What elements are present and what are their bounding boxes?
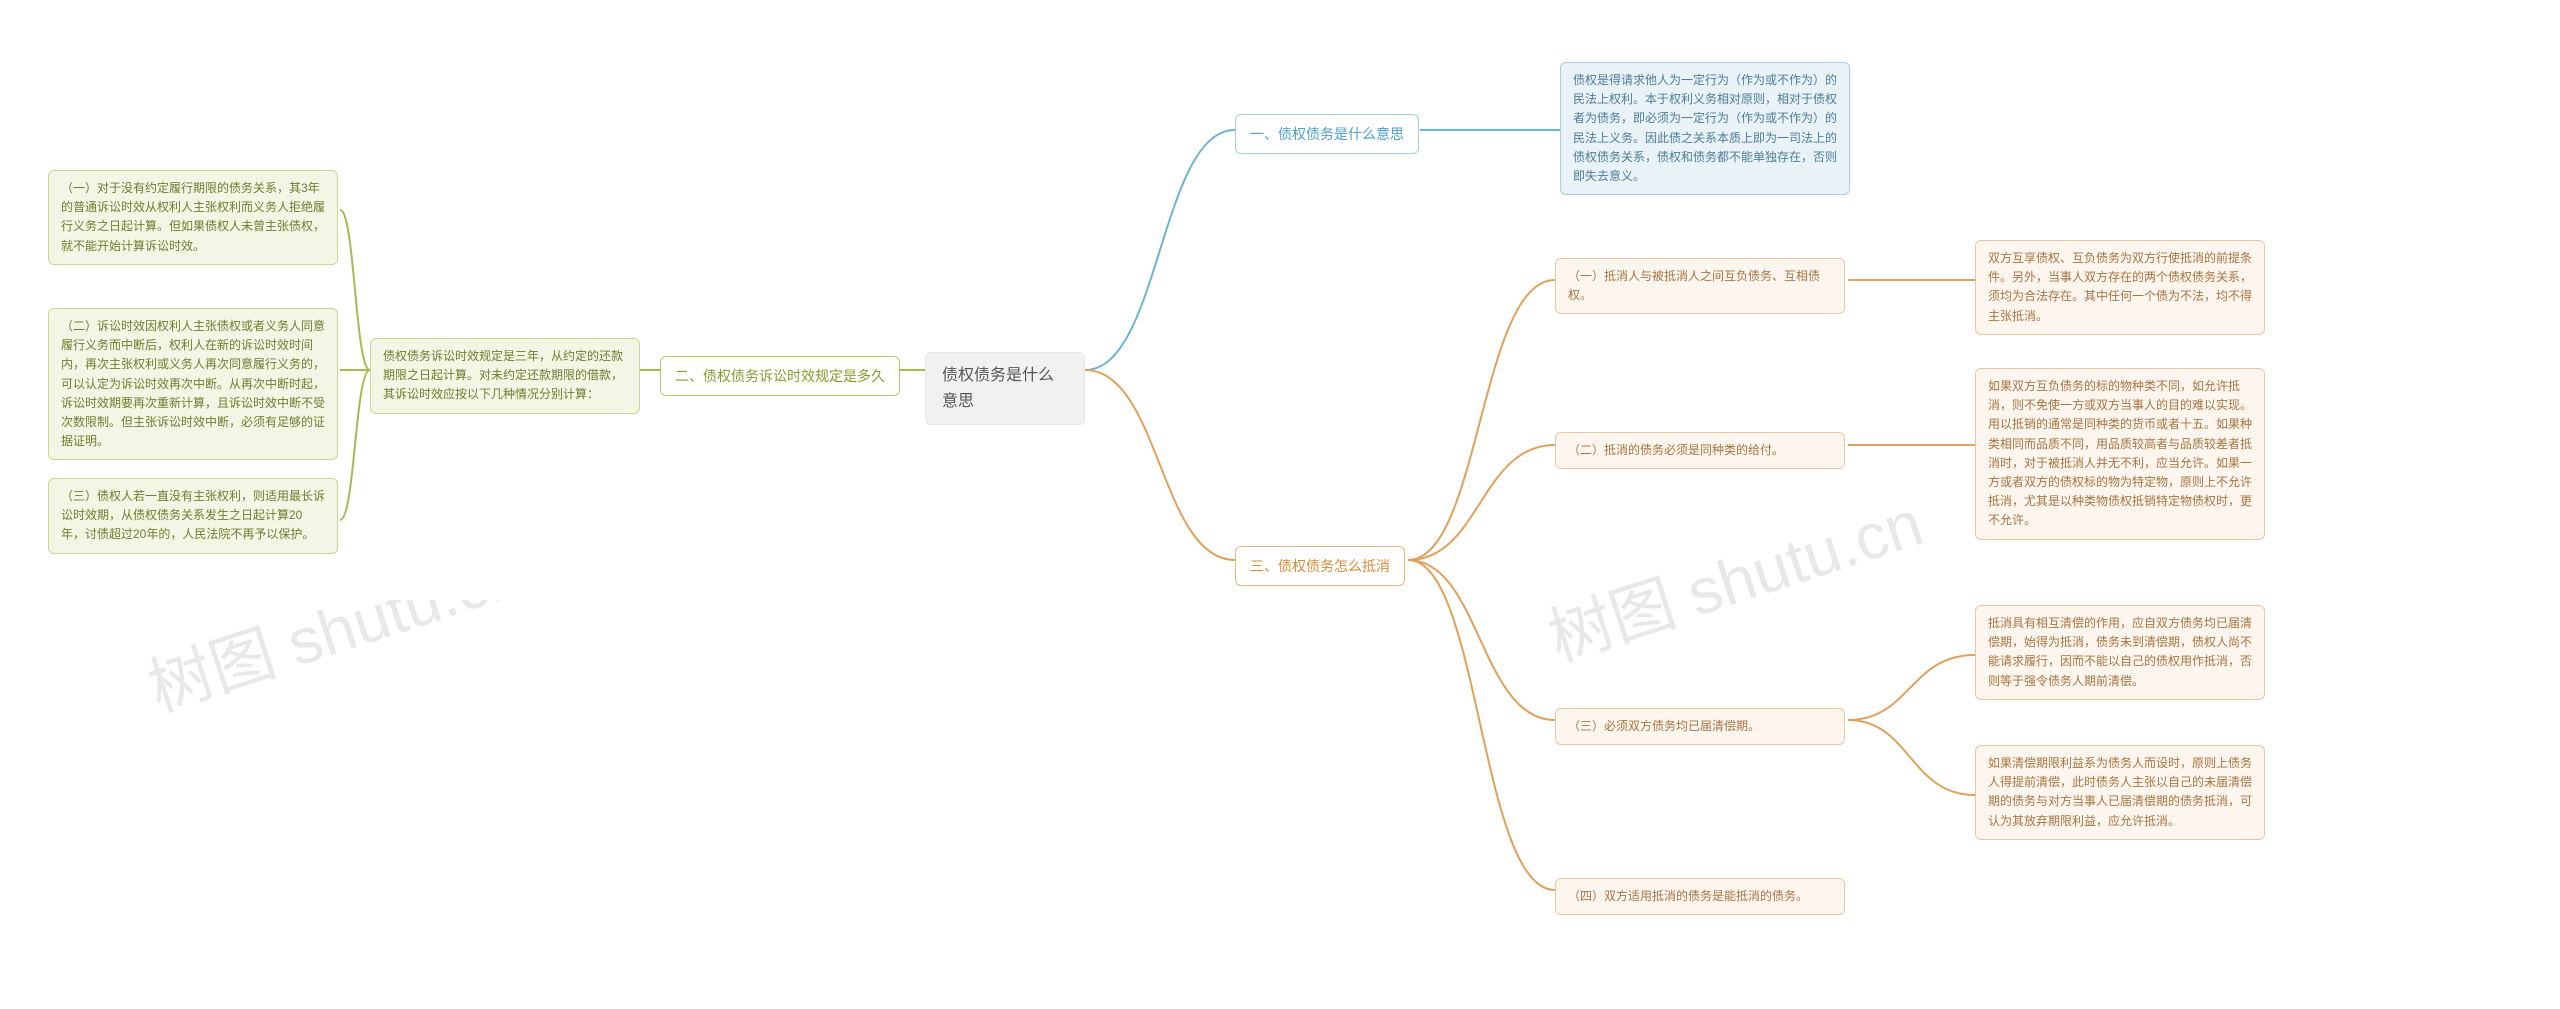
branch-3-leaf-3-2: 如果清偿期限利益系为债务人而设时，原则上债务人得提前清偿，此时债务人主张以自己的… <box>1975 745 2265 840</box>
branch-3-mid-2: （二）抵消的债务必须是同种类的给付。 <box>1555 432 1845 469</box>
branch-2: 二、债权债务诉讼时效规定是多久 <box>660 356 900 396</box>
branch-1-leaf: 债权是得请求他人为一定行为（作为或不作为）的民法上权利。本于权利义务相对原则，相… <box>1560 62 1850 195</box>
branch-2-leaf-1: （一）对于没有约定履行期限的债务关系，其3年的普通诉讼时效从权利人主张权利而义务… <box>48 170 338 265</box>
branch-3-leaf-3-1: 抵消具有相互清偿的作用，应自双方债务均已届清偿期，始得为抵消，债务未到清偿期，债… <box>1975 605 2265 700</box>
branch-3-mid-4: （四）双方适用抵消的债务是能抵消的债务。 <box>1555 878 1845 915</box>
branch-3-leaf-1-1: 双方互享债权、互负债务为双方行使抵消的前提条件。另外，当事人双方存在的两个债权债… <box>1975 240 2265 335</box>
branch-1: 一、债权债务是什么意思 <box>1235 114 1419 154</box>
branch-2-mid: 债权债务诉讼时效规定是三年，从约定的还款期限之日起计算。对未约定还款期限的借款，… <box>370 338 640 414</box>
branch-3-leaf-2-1: 如果双方互负债务的标的物种类不同，如允许抵消，则不免使一方或双方当事人的目的难以… <box>1975 368 2265 540</box>
watermark: 树图 shutu.cn <box>1535 472 1932 679</box>
branch-3-mid-1: （一）抵消人与被抵消人之间互负债务、互相债权。 <box>1555 258 1845 314</box>
branch-3: 三、债权债务怎么抵消 <box>1235 546 1405 586</box>
branch-2-leaf-2: （二）诉讼时效因权利人主张债权或者义务人同意履行义务而中断后，权利人在新的诉讼时… <box>48 308 338 460</box>
branch-2-leaf-3: （三）债权人若一直没有主张权利，则适用最长诉讼时效期，从债权债务关系发生之日起计… <box>48 478 338 554</box>
center-node: 债权债务是什么意思 <box>925 352 1085 425</box>
branch-3-mid-3: （三）必须双方债务均已届清偿期。 <box>1555 708 1845 745</box>
